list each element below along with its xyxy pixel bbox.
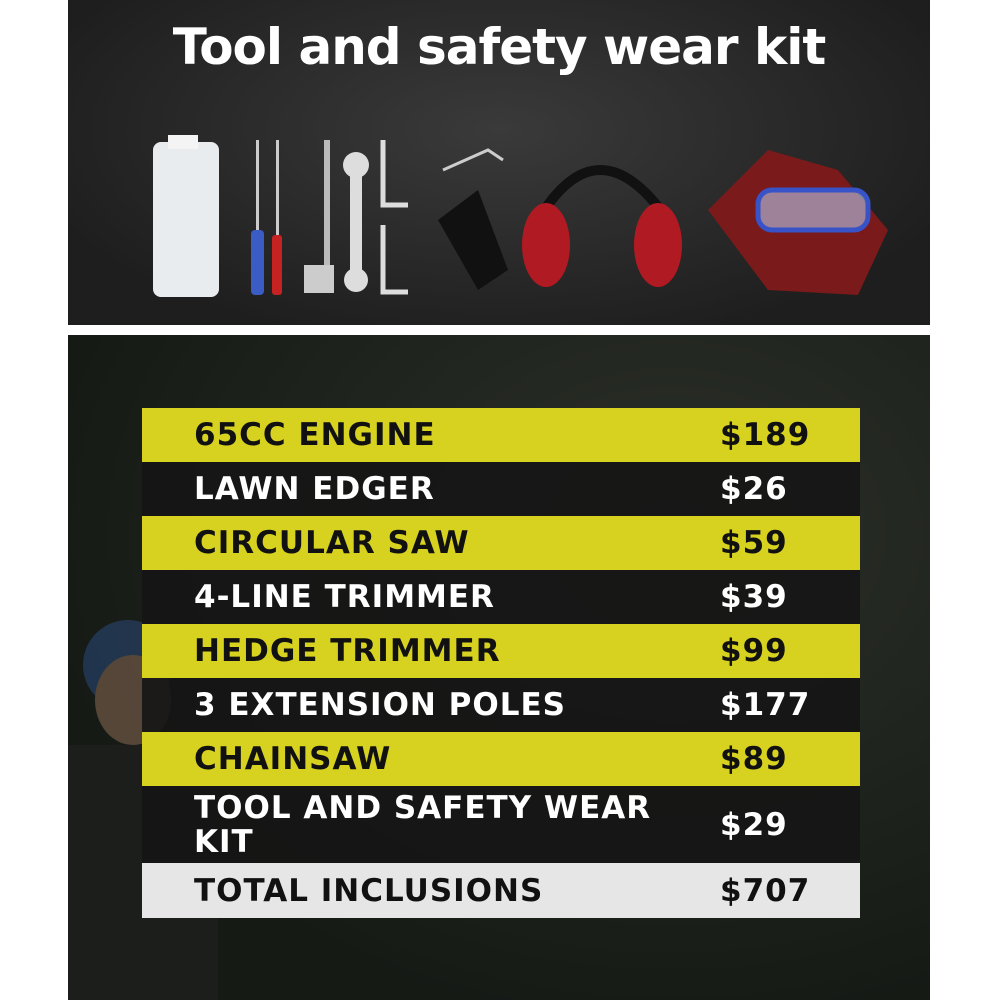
total-label: TOTAL INCLUSIONS (194, 872, 544, 909)
item-name: TOOL AND SAFETY WEAR KIT (194, 789, 652, 860)
allen-key-icon (380, 140, 408, 295)
item-price: $189 (720, 417, 811, 453)
item-name: LAWN EDGER (194, 471, 435, 507)
harness-strap-icon (438, 148, 508, 290)
tool-kit-image (153, 135, 888, 297)
item-name: 65CC ENGINE (194, 417, 436, 453)
price-table: 65CC ENGINE $189 LAWN EDGER $26 CIRCULAR SAW… (142, 408, 860, 918)
screwdriver-icon (272, 140, 282, 295)
item-price: $59 (720, 525, 788, 561)
item-price: $26 (720, 471, 788, 507)
spanner-icon (343, 152, 369, 292)
item-name: 4-LINE TRIMMER (194, 579, 495, 615)
ear-muffs-icon (522, 165, 682, 287)
table-row: 3 EXTENSION POLES $177 (142, 678, 860, 732)
item-price: $39 (720, 579, 788, 615)
table-row: 65CC ENGINE $189 (142, 408, 860, 462)
screwdriver-icon (251, 140, 264, 295)
safety-goggles-icon (755, 187, 871, 233)
item-price: $177 (720, 687, 811, 723)
table-row: CIRCULAR SAW $59 (142, 516, 860, 570)
oil-bottle-icon (153, 135, 219, 297)
spark-plug-wrench-icon (304, 140, 334, 293)
total-price: $707 (720, 872, 811, 909)
table-row: 4-LINE TRIMMER $39 (142, 570, 860, 624)
item-price: $99 (720, 633, 788, 669)
item-name: CHAINSAW (194, 741, 392, 777)
item-price: $89 (720, 741, 788, 777)
table-row: HEDGE TRIMMER $99 (142, 624, 860, 678)
total-row: TOTAL INCLUSIONS $707 (142, 863, 860, 918)
item-name: CIRCULAR SAW (194, 525, 470, 561)
item-name: HEDGE TRIMMER (194, 633, 501, 669)
panel-title: Tool and safety wear kit (172, 18, 827, 76)
item-rows: 65CC ENGINE $189 LAWN EDGER $26 CIRCULAR SAW… (142, 408, 860, 863)
item-name: 3 EXTENSION POLES (194, 687, 566, 723)
tool-kit-panel: Tool and safety wear kit (68, 0, 930, 325)
table-row: CHAINSAW $89 (142, 732, 860, 786)
table-row: TOOL AND SAFETY WEAR KIT $29 (142, 786, 860, 863)
item-price: $29 (720, 806, 788, 843)
table-row: LAWN EDGER $26 (142, 462, 860, 516)
